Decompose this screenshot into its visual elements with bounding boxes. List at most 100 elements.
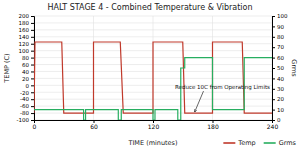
tick-label: 200 <box>19 13 30 19</box>
tick: 60 <box>272 55 284 61</box>
tick: 140 <box>19 34 35 40</box>
chart: 060120180240-100-80-60-40-20020406080100… <box>0 0 300 150</box>
tick: 10 <box>272 107 284 113</box>
plot: 060120180240-100-80-60-40-20020406080100… <box>17 13 288 130</box>
annotation-text: Reduce 10C from Operating Limits <box>175 84 270 91</box>
tick: 20 <box>272 96 284 102</box>
tick-mark <box>272 78 275 79</box>
tick: 0 <box>26 83 35 89</box>
tick-label: -40 <box>20 96 29 102</box>
tick-label: 80 <box>22 55 29 61</box>
tick: 0 <box>33 120 37 130</box>
tick: 120 <box>148 120 160 130</box>
legend-swatch <box>264 142 276 144</box>
legend-swatch <box>223 142 235 144</box>
tick-label: 0 <box>26 83 30 89</box>
tick-mark <box>31 51 34 52</box>
tick-mark <box>31 23 34 24</box>
tick: -100 <box>17 117 34 123</box>
tick-mark <box>31 106 34 107</box>
tick-label: -60 <box>20 103 29 109</box>
tick-mark <box>31 71 34 72</box>
tick: 20 <box>22 76 34 82</box>
tick-label: 80 <box>277 34 284 40</box>
tick-mark <box>272 47 275 48</box>
tick-label: 0 <box>33 123 37 130</box>
tick-mark <box>272 58 275 59</box>
tick-label: 0 <box>277 117 281 123</box>
tick-label: 30 <box>277 86 284 92</box>
tick-mark <box>31 37 34 38</box>
legend-item: Temp <box>223 139 255 147</box>
tick: 200 <box>19 13 35 19</box>
tick-mark <box>272 89 275 90</box>
axis-line <box>273 17 276 121</box>
tick: 120 <box>19 41 35 47</box>
annotation-arrow <box>195 91 204 112</box>
tick-mark <box>31 113 34 114</box>
tick-label: 120 <box>148 123 160 130</box>
tick-mark <box>31 85 34 86</box>
tick-mark <box>31 16 34 17</box>
tick-mark <box>272 26 275 27</box>
grid-line <box>34 16 272 17</box>
tick-mark <box>272 16 275 17</box>
y2-axis: 0102030405060708090100 <box>272 13 288 123</box>
y-axis-title: TEMP (C) <box>3 53 11 83</box>
tick: 0 <box>272 117 281 123</box>
tick-label: 120 <box>19 41 30 47</box>
tick-label: 60 <box>90 123 98 130</box>
tick-mark <box>272 120 275 121</box>
tick-label: 90 <box>277 24 284 30</box>
tick-label: 40 <box>22 69 29 75</box>
tick: 30 <box>272 86 284 92</box>
tick: 50 <box>272 65 284 71</box>
tick: 160 <box>19 27 35 33</box>
tick: 100 <box>272 13 288 19</box>
tick-mark <box>272 37 275 38</box>
tick-mark <box>31 30 34 31</box>
x-axis-title: TIME (minutes) <box>127 139 177 147</box>
grid-line <box>34 36 272 37</box>
legend: Temp Grms <box>223 139 296 147</box>
tick-mark <box>272 99 275 100</box>
grid-line <box>34 29 272 30</box>
tick: -60 <box>20 103 34 109</box>
tick-label: 60 <box>22 62 29 68</box>
tick-label: 100 <box>277 13 288 19</box>
annotation: Reduce 10C from Operating Limits <box>175 84 270 112</box>
legend-item: Grms <box>264 139 297 147</box>
tick: 60 <box>90 120 98 130</box>
tick-label: 240 <box>267 123 279 130</box>
tick-mark <box>31 78 34 79</box>
tick: 40 <box>22 69 34 75</box>
y2-axis-title: Grms <box>290 59 298 77</box>
tick-mark <box>272 68 275 69</box>
axis-line <box>31 17 35 121</box>
tick-label: 180 <box>19 20 30 26</box>
tick-label: 20 <box>277 96 284 102</box>
tick: 90 <box>272 24 284 30</box>
tick-label: 160 <box>19 27 30 33</box>
y-axis: -100-80-60-40-20020406080100120140160180… <box>17 13 35 123</box>
tick-label: 10 <box>277 107 284 113</box>
tick-mark <box>31 65 34 66</box>
tick-label: 40 <box>277 76 284 82</box>
x-axis: 0 60 120 180 240 <box>33 120 279 130</box>
grid <box>34 16 272 120</box>
legend-label: Grms <box>279 139 297 147</box>
tick: 80 <box>22 55 34 61</box>
tick-label: 50 <box>277 65 284 71</box>
tick-label: 60 <box>277 55 284 61</box>
tick: 60 <box>22 62 34 68</box>
series-line <box>34 42 272 113</box>
title: HALT STAGE 4 - Combined Temperature & Vi… <box>47 3 252 12</box>
tick: 180 <box>207 120 219 130</box>
tick: -40 <box>20 96 34 102</box>
series-line <box>34 58 272 120</box>
tick: 80 <box>272 34 284 40</box>
tick-mark <box>31 58 34 59</box>
tick-label: -80 <box>20 110 29 116</box>
tick-label: 180 <box>207 123 219 130</box>
tick: 180 <box>19 20 35 26</box>
